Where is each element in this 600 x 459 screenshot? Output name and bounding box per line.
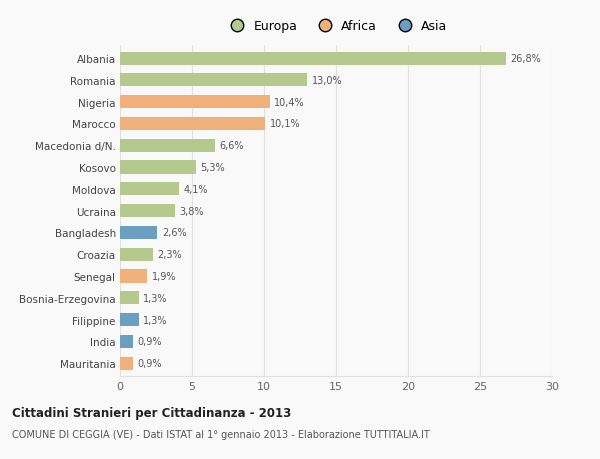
Text: 2,3%: 2,3%: [157, 250, 182, 260]
Text: 10,1%: 10,1%: [270, 119, 301, 129]
Text: 1,3%: 1,3%: [143, 315, 167, 325]
Bar: [120, 226, 157, 240]
Bar: [120, 335, 133, 348]
Text: COMUNE DI CEGGIA (VE) - Dati ISTAT al 1° gennaio 2013 - Elaborazione TUTTITALIA.: COMUNE DI CEGGIA (VE) - Dati ISTAT al 1°…: [12, 429, 430, 439]
Bar: [120, 161, 196, 174]
Text: 0,9%: 0,9%: [137, 358, 162, 368]
Text: 10,4%: 10,4%: [274, 97, 305, 107]
Text: 26,8%: 26,8%: [510, 54, 541, 64]
Bar: [120, 357, 133, 370]
Bar: [120, 270, 148, 283]
Text: 6,6%: 6,6%: [220, 141, 244, 151]
Bar: [120, 183, 179, 196]
Text: 3,8%: 3,8%: [179, 206, 203, 216]
Text: 1,3%: 1,3%: [143, 293, 167, 303]
Bar: [120, 313, 139, 326]
Text: 5,3%: 5,3%: [200, 162, 225, 173]
Bar: [120, 205, 175, 218]
Text: Cittadini Stranieri per Cittadinanza - 2013: Cittadini Stranieri per Cittadinanza - 2…: [12, 406, 291, 419]
Text: 13,0%: 13,0%: [311, 76, 342, 86]
Bar: [120, 74, 307, 87]
Bar: [120, 96, 270, 109]
Text: 4,1%: 4,1%: [184, 185, 208, 195]
Bar: [120, 118, 265, 131]
Text: 2,6%: 2,6%: [162, 228, 187, 238]
Text: 1,9%: 1,9%: [152, 271, 176, 281]
Text: 0,9%: 0,9%: [137, 336, 162, 347]
Bar: [120, 52, 506, 66]
Bar: [120, 291, 139, 305]
Legend: Europa, Africa, Asia: Europa, Africa, Asia: [225, 20, 447, 33]
Bar: [120, 140, 215, 152]
Bar: [120, 248, 153, 261]
